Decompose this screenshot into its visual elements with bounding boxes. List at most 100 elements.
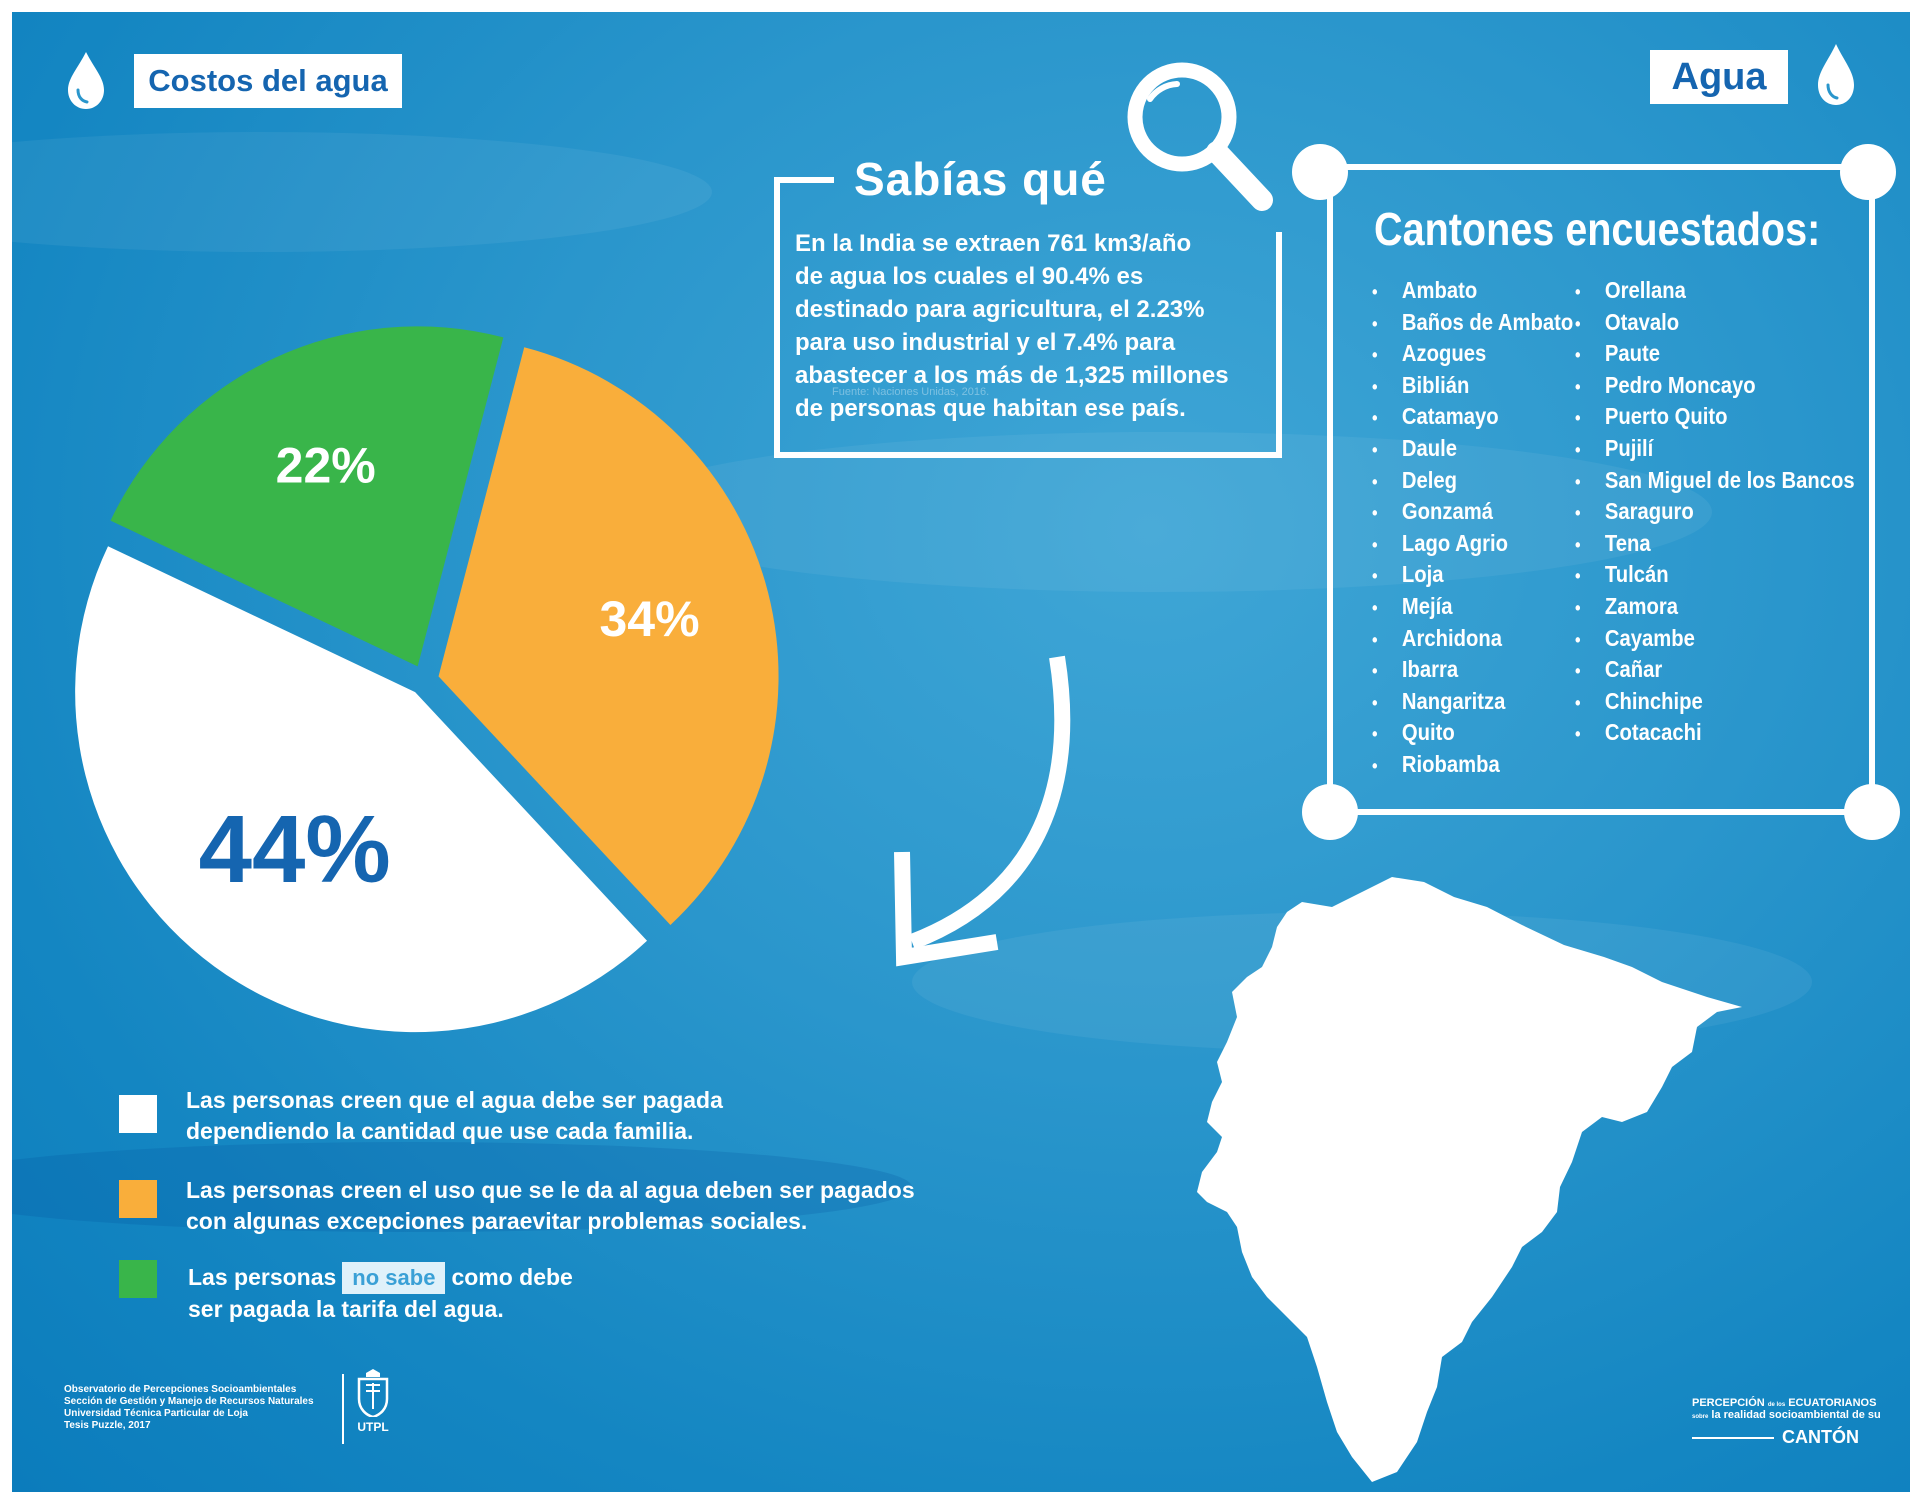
bullet-icon: • — [1372, 313, 1378, 334]
bullet-icon: • — [1575, 692, 1581, 713]
canton-name: Catamayo — [1401, 403, 1499, 430]
infographic-canvas: Costos del agua Agua 34% 22% 44% Sabías qu… — [12, 12, 1910, 1492]
text-line: para uso industrial y el 7.4% para — [795, 329, 1176, 356]
bullet-icon: • — [1575, 503, 1581, 524]
canton-name: Biblián — [1401, 371, 1470, 398]
canton-name: Loja — [1401, 561, 1444, 588]
bullet-icon: • — [1372, 661, 1378, 682]
canton-list-item: • Tena — [1575, 528, 1855, 560]
canton-name: Riobamba — [1401, 750, 1500, 777]
canton-list-item: • Deleg — [1372, 465, 1573, 497]
magnifier-icon — [1127, 62, 1237, 172]
bullet-icon: • — [1372, 597, 1378, 618]
text-line: destinado para agricultura, el 2.23% — [795, 296, 1205, 323]
canton-list-item: • Cotacachi — [1575, 717, 1855, 749]
footer-institution: Observatorio de Percepciones Socioambien… — [64, 1384, 314, 1432]
canton-name: Paute — [1604, 340, 1661, 367]
canton-name: Chinchipe — [1604, 687, 1703, 714]
bullet-icon: • — [1575, 661, 1581, 682]
bullet-icon: • — [1575, 629, 1581, 650]
text-line: abastecer a los más de 1,325 millones — [795, 362, 1229, 389]
legend-swatch-white — [119, 1095, 157, 1133]
brand-word: ECUATORIANOS — [1788, 1397, 1877, 1409]
bullet-icon: • — [1575, 724, 1581, 745]
canton-list-item: • Otavalo — [1575, 307, 1855, 339]
canton-name: Tulcán — [1604, 561, 1669, 588]
canton-list-item: • Biblián — [1372, 370, 1573, 402]
canton-name: Gonzamá — [1401, 498, 1494, 525]
bullet-icon: • — [1372, 408, 1378, 429]
canton-list-item: • Archidona — [1372, 623, 1573, 655]
text-line: de agua los cuales el 90.4% es — [795, 263, 1144, 290]
legend-item-pay-by-usage: Las personas creen que el agua debe ser … — [186, 1085, 723, 1147]
bullet-icon: • — [1575, 408, 1581, 429]
brand-top: PERCEPCIÓN de los ECUATORIANOS — [1692, 1397, 1881, 1409]
canton-list-item: • Paute — [1575, 338, 1855, 370]
canton-name: Cotacachi — [1604, 719, 1702, 746]
bullet-icon: • — [1372, 282, 1378, 302]
canton-name: Cañar — [1604, 656, 1663, 683]
did-you-know-title: Sabías qué — [854, 153, 1107, 205]
footer-divider — [342, 1374, 344, 1444]
bullet-icon: • — [1372, 345, 1378, 366]
logo-text: UTPL — [357, 1420, 389, 1434]
canton-list-item: • Azogues — [1372, 338, 1573, 370]
bullet-icon: • — [1575, 534, 1581, 555]
did-you-know-frame — [774, 62, 1900, 840]
canton-list-item: • Nangaritza — [1372, 686, 1573, 718]
canton-list-item: • Saraguro — [1575, 496, 1855, 528]
utpl-logo: UTPL — [356, 1369, 390, 1434]
canton-list-item: • San Miguel de los Bancos — [1575, 465, 1855, 497]
legend-text-line: ser pagada la tarifa del agua. — [188, 1296, 504, 1322]
pie-chart: 34% 22% 44% — [75, 326, 779, 1033]
water-drop-icon — [1818, 44, 1854, 105]
legend-text-part: como debe — [451, 1264, 573, 1290]
cantones-title: Cantones encuestados: — [1374, 203, 1821, 255]
canton-name: Puerto Quito — [1604, 403, 1728, 430]
canton-list-item: • Lago Agrio — [1372, 528, 1573, 560]
canton-list-item: • Chinchipe — [1575, 686, 1855, 718]
pie-slice-white — [75, 546, 648, 1033]
legend-text-line: con algunas excepciones paraevitar probl… — [186, 1208, 808, 1234]
legend-item-pay-with-exceptions: Las personas creen el uso que se le da a… — [186, 1175, 915, 1237]
canton-name: Nangaritza — [1401, 687, 1506, 714]
water-drop-icon — [68, 52, 104, 109]
bullet-icon: • — [1575, 282, 1581, 302]
canton-list-item: • Zamora — [1575, 591, 1855, 623]
canton-name: Baños de Ambato — [1401, 308, 1574, 335]
bullet-icon: • — [1372, 439, 1378, 460]
canton-name: Azogues — [1401, 340, 1487, 367]
canton-list-item: • Cayambe — [1575, 623, 1855, 655]
bullet-icon: • — [1575, 376, 1581, 397]
brand-middle: sobre la realidad socioambiental de su — [1692, 1409, 1881, 1421]
brand-word: la realidad socioambiental de su — [1711, 1409, 1881, 1421]
canton-list-item: • Baños de Ambato — [1372, 307, 1573, 339]
section-tag-label: Costos del agua — [148, 63, 388, 98]
bullet-icon: • — [1575, 345, 1581, 366]
canton-name: Tena — [1604, 529, 1651, 556]
canton-name: Ambato — [1401, 277, 1478, 303]
canton-list-item: • Orellana — [1575, 275, 1855, 307]
canton-name: Orellana — [1604, 277, 1686, 303]
bullet-icon: • — [1575, 597, 1581, 618]
bullet-icon: • — [1575, 313, 1581, 334]
canton-list-item: • Ambato — [1372, 275, 1573, 307]
legend-text-line: Las personas creen el uso que se le da a… — [186, 1177, 915, 1203]
bullet-icon: • — [1372, 534, 1378, 555]
canton-list-item: • Daule — [1372, 433, 1573, 465]
canton-name: Saraguro — [1604, 498, 1694, 525]
highlight-badge: no sabe — [342, 1262, 446, 1294]
pie-slice-green — [110, 326, 504, 667]
bullet-icon: • — [1575, 471, 1581, 492]
legend-text-line: dependiendo la cantidad que use cada fam… — [186, 1118, 694, 1144]
legend-text-line: Las personas creen que el agua debe ser … — [186, 1087, 723, 1113]
brand-word: PERCEPCIÓN — [1692, 1397, 1765, 1409]
canton-name: Pedro Moncayo — [1604, 371, 1756, 398]
canton-list-item: • Tulcán — [1575, 559, 1855, 591]
water-wave — [12, 1142, 912, 1232]
legend-item-does-not-know: Las personas no sabe como debe ser pagada … — [188, 1262, 573, 1325]
canton-name: Deleg — [1401, 466, 1458, 493]
bullet-icon: • — [1575, 439, 1581, 460]
brand-bottom: CANTÓN — [1692, 1427, 1881, 1448]
canton-name: Daule — [1401, 434, 1458, 461]
